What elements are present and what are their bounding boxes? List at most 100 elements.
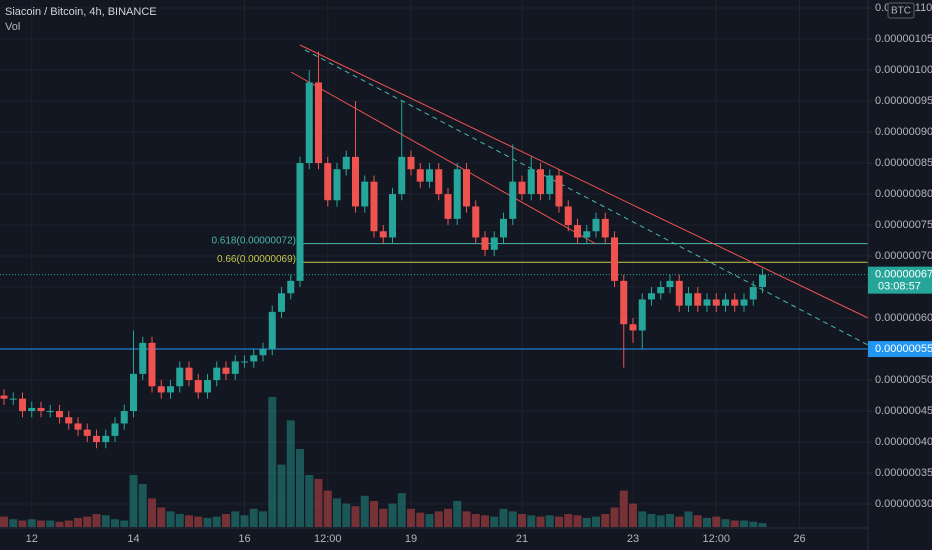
y-tick-label: 0.00000075 bbox=[875, 219, 932, 231]
y-tick-label: 0.00000085 bbox=[875, 157, 932, 169]
volume-bar bbox=[342, 503, 351, 527]
candle-body bbox=[712, 299, 720, 306]
x-tick-label: 26 bbox=[793, 533, 805, 545]
volume-bar bbox=[740, 520, 748, 527]
volume-bar bbox=[721, 519, 730, 527]
candle-body bbox=[148, 342, 156, 387]
volume-bar bbox=[666, 514, 674, 527]
volume-bar bbox=[92, 514, 101, 527]
volume-bar bbox=[314, 478, 323, 527]
volume-bar bbox=[37, 520, 45, 527]
volume-bar bbox=[453, 501, 462, 527]
candle-body bbox=[463, 169, 470, 207]
volume-bar bbox=[536, 516, 545, 527]
volume-bar bbox=[749, 521, 758, 527]
x-tick-label: 12 bbox=[26, 533, 38, 545]
volume-bar bbox=[360, 495, 369, 527]
candle-body bbox=[204, 380, 211, 393]
volume-bar bbox=[101, 515, 110, 527]
volume-bar bbox=[444, 508, 452, 527]
candle-body bbox=[324, 163, 332, 201]
candle-body bbox=[703, 299, 711, 306]
candle-body bbox=[120, 411, 128, 424]
x-tick-label: 12:00 bbox=[314, 533, 342, 545]
candle-body bbox=[564, 206, 572, 226]
candle-body bbox=[666, 280, 674, 288]
currency-badge[interactable] bbox=[887, 2, 915, 19]
candle-body bbox=[453, 169, 461, 219]
volume-bar bbox=[46, 520, 55, 527]
volume-bar bbox=[564, 514, 573, 527]
candle-body bbox=[657, 287, 665, 294]
candle-body bbox=[93, 435, 100, 443]
candle-body bbox=[592, 218, 600, 232]
candle-body bbox=[278, 293, 285, 312]
volume-bar bbox=[527, 515, 536, 527]
volume-bar bbox=[212, 516, 221, 527]
volume-bar bbox=[286, 420, 295, 527]
candle-body bbox=[537, 169, 544, 195]
candle-body bbox=[268, 311, 276, 350]
candle-body bbox=[287, 280, 295, 294]
volume-bar bbox=[249, 508, 258, 527]
volume-bar bbox=[138, 484, 147, 527]
x-tick-label: 23 bbox=[627, 533, 639, 545]
y-tick-label: 0.00000105 bbox=[875, 33, 932, 45]
volume-bar bbox=[222, 514, 230, 527]
candle-body bbox=[490, 237, 498, 250]
y-tick-label: 0.00000040 bbox=[875, 436, 932, 448]
candles bbox=[0, 51, 766, 449]
volume-bar bbox=[370, 501, 378, 527]
candle-body bbox=[102, 435, 110, 443]
candle-body bbox=[157, 386, 165, 393]
volume-bar bbox=[629, 503, 637, 527]
axes: 0.000001100.000001050.000001000.00000095… bbox=[26, 2, 932, 545]
candle-body bbox=[398, 156, 406, 195]
candle-body bbox=[444, 194, 452, 219]
countdown-label: 03:08:57 bbox=[878, 281, 921, 293]
x-tick-label: 19 bbox=[405, 533, 417, 545]
volume-bar bbox=[416, 512, 425, 527]
candle-body bbox=[694, 293, 702, 306]
y-tick-label: 0.00000090 bbox=[875, 126, 932, 138]
y-tick-label: 0.00000060 bbox=[875, 312, 932, 324]
volume-bar bbox=[351, 506, 360, 527]
candle-body bbox=[185, 367, 193, 381]
y-tick-label: 0.00000070 bbox=[875, 250, 932, 262]
volume-bar bbox=[74, 517, 82, 527]
grid bbox=[0, 0, 868, 527]
candle-body bbox=[749, 287, 757, 300]
candle-body bbox=[333, 169, 341, 201]
candle-body bbox=[555, 175, 563, 207]
chart-title: Siacoin / Bitcoin, 4h, BINANCE bbox=[5, 6, 157, 18]
candle-body bbox=[518, 181, 526, 195]
volume-bar bbox=[462, 511, 471, 527]
candle-body bbox=[56, 411, 63, 418]
volume-bar bbox=[0, 516, 8, 527]
volume-bar bbox=[518, 514, 526, 527]
candle-body bbox=[74, 423, 82, 430]
volume-bar bbox=[259, 511, 267, 527]
volume-bar bbox=[83, 516, 92, 527]
candle-body bbox=[231, 361, 239, 374]
volume-bar bbox=[434, 511, 443, 527]
candle-body bbox=[315, 82, 322, 164]
y-tick-label: 0.00000045 bbox=[875, 405, 932, 417]
candle-body bbox=[629, 324, 637, 331]
candle-body bbox=[46, 411, 54, 413]
candle-body bbox=[601, 218, 609, 238]
candle-body bbox=[407, 156, 415, 170]
x-tick-label: 14 bbox=[127, 533, 139, 545]
volume-bar bbox=[27, 519, 36, 527]
candle-body bbox=[389, 194, 396, 238]
y-tick-label: 0.00000080 bbox=[875, 188, 932, 200]
volume-bar bbox=[545, 515, 554, 527]
candle-body bbox=[296, 163, 304, 281]
y-tick-label: 0.00000035 bbox=[875, 467, 932, 479]
volume-bar bbox=[120, 520, 129, 527]
candle-body bbox=[9, 398, 17, 400]
y-tick-label: 0.00000030 bbox=[875, 498, 932, 510]
level-label-bg bbox=[868, 341, 932, 358]
